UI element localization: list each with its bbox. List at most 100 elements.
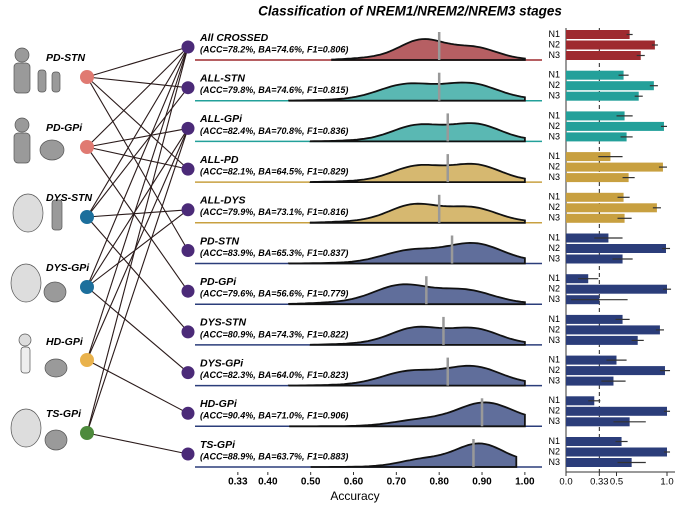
stage-label: N3 (548, 335, 560, 345)
bar (566, 314, 623, 324)
stage-label: N1 (548, 232, 560, 242)
stage-label: N3 (548, 172, 560, 182)
row-metrics: (ACC=80.9%, BA=74.3%, F1=0.822) (200, 329, 348, 339)
connection (86, 216, 189, 333)
stage-label: N3 (548, 131, 560, 141)
stage-label: N2 (548, 406, 560, 416)
stage-label: N2 (548, 365, 560, 375)
bar-x-tick-label: 0.0 (559, 477, 572, 488)
bar (566, 40, 655, 50)
stage-label: N3 (548, 294, 560, 304)
stage-label: N2 (548, 161, 560, 171)
connection (86, 76, 189, 89)
stage-label: N3 (548, 91, 560, 101)
row-name: PD-GPi (200, 276, 237, 288)
bar (566, 30, 630, 39)
source-label: PD-STN (46, 52, 86, 64)
bar (566, 396, 595, 406)
illustration (13, 47, 61, 94)
source-label: DYS-STN (46, 192, 93, 204)
target-node (181, 121, 195, 135)
stage-label: N1 (548, 436, 560, 446)
bar (566, 325, 660, 335)
connection (86, 209, 189, 218)
connection (86, 127, 189, 148)
stage-label: N1 (548, 273, 560, 283)
row-name: TS-GPi (200, 439, 236, 451)
bar (566, 81, 654, 91)
bar (566, 233, 609, 243)
connection (86, 46, 189, 218)
bar (566, 152, 611, 162)
stage-label: N2 (548, 39, 560, 49)
connection (86, 209, 189, 288)
row-name: DYS-GPi (200, 357, 244, 369)
connection (86, 432, 189, 455)
bar (566, 366, 665, 376)
stage-label: N1 (548, 70, 560, 80)
bar (566, 132, 627, 142)
illustration (10, 263, 67, 303)
target-node (181, 325, 195, 339)
target-node (181, 406, 195, 420)
connection (86, 128, 189, 361)
connection (86, 46, 189, 78)
source-node (80, 353, 94, 367)
row-name: ALL-STN (199, 72, 245, 84)
row-name: ALL-DYS (199, 195, 246, 207)
x-axis-label: Accuracy (330, 489, 379, 503)
ridge-density (309, 122, 526, 143)
stage-label: N2 (548, 446, 560, 456)
connection (86, 87, 189, 218)
connection (86, 359, 189, 414)
connection (86, 46, 189, 434)
bar-x-tick-label: 0.5 (610, 477, 623, 488)
bar (566, 284, 667, 294)
row-name: ALL-GPi (199, 113, 243, 125)
stage-label: N1 (548, 110, 560, 120)
row-name: All CROSSED (199, 32, 269, 44)
stage-label: N3 (548, 416, 560, 426)
x-tick-label: 0.90 (472, 477, 492, 488)
bar (566, 162, 663, 172)
connection (86, 46, 189, 148)
row-metrics: (ACC=82.3%, BA=64.0%, F1=0.823) (200, 370, 348, 380)
source-node (80, 280, 94, 294)
row-metrics: (ACC=79.9%, BA=73.1%, F1=0.816) (200, 207, 348, 217)
bar (566, 70, 624, 80)
target-node (181, 244, 195, 257)
x-tick-label: 0.50 (301, 477, 321, 488)
bar (566, 274, 589, 284)
row-metrics: (ACC=90.4%, BA=71.0%, F1=0.906) (200, 411, 348, 421)
source-label: HD-GPi (46, 336, 84, 348)
stage-label: N2 (548, 80, 560, 90)
x-tick-label: 0.33 (228, 477, 248, 488)
source-label: DYS-GPi (46, 262, 90, 274)
stage-label: N3 (548, 213, 560, 223)
stage-label: N1 (548, 395, 560, 405)
target-node (181, 447, 195, 461)
row-name: HD-GPi (200, 398, 238, 410)
stage-label: N3 (548, 375, 560, 385)
source-node (80, 210, 94, 224)
row-metrics: (ACC=82.1%, BA=64.5%, F1=0.829) (200, 166, 348, 176)
stage-label: N1 (548, 151, 560, 161)
ridge-density (310, 442, 518, 468)
source-node (80, 426, 94, 440)
connection (86, 46, 189, 361)
x-tick-label: 0.70 (387, 477, 407, 488)
source-node (80, 140, 94, 154)
bar (566, 254, 623, 264)
connection (86, 146, 189, 170)
x-tick-label: 0.40 (258, 477, 278, 488)
stage-label: N2 (548, 324, 560, 334)
stage-label: N3 (548, 50, 560, 60)
bar (566, 376, 614, 386)
stage-label: N3 (548, 253, 560, 263)
bar (566, 91, 639, 101)
bar (566, 192, 624, 202)
bar (566, 244, 666, 253)
stage-label: N1 (548, 354, 560, 364)
target-node (181, 366, 195, 380)
